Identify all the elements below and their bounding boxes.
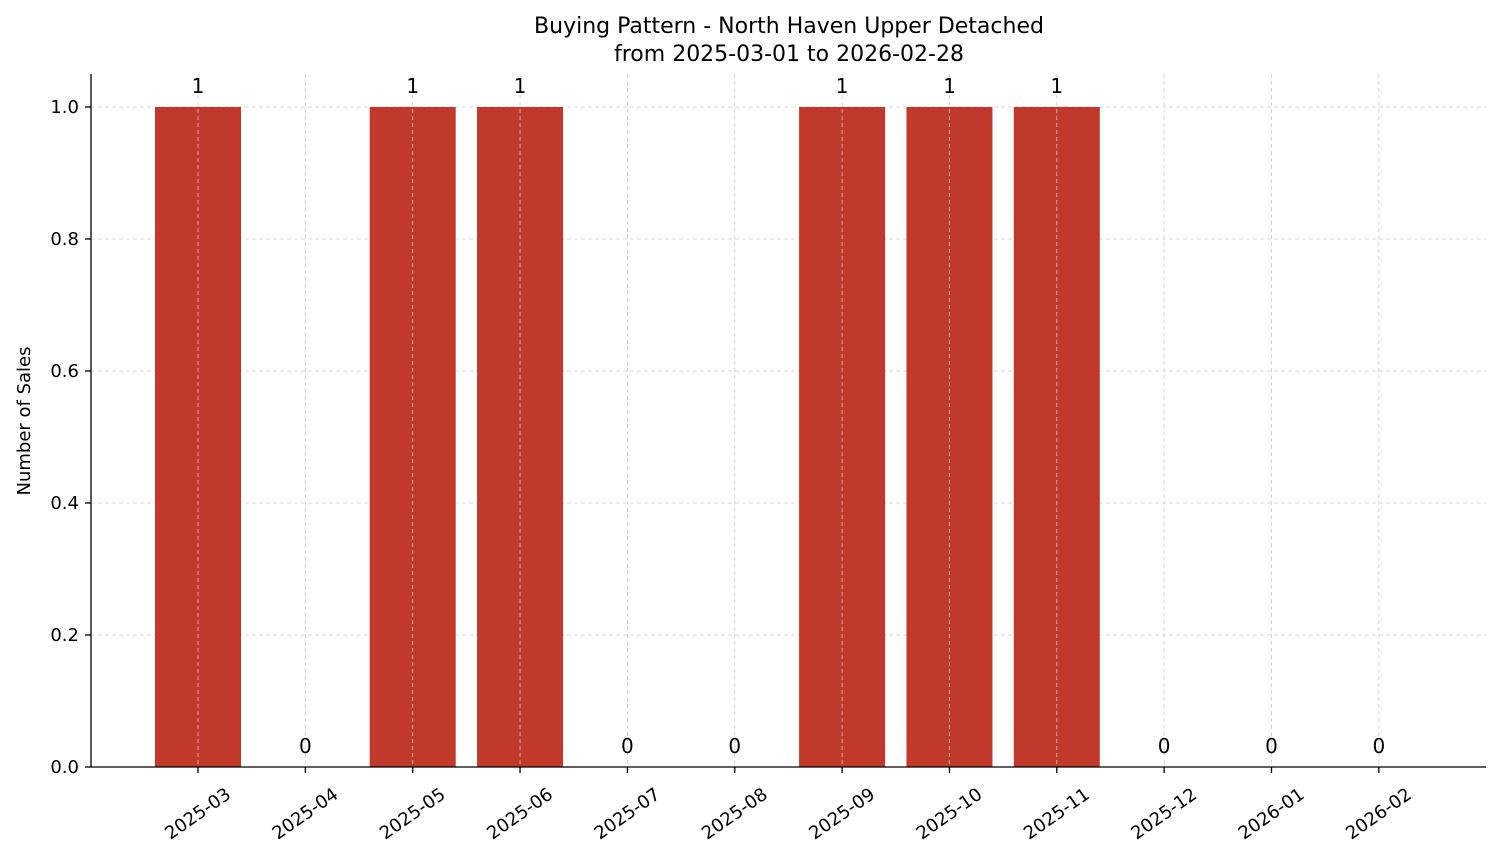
x-ticks: 2025-03 2025-04 2025-05 2025-06 2025-07 2025-… xyxy=(161,767,1416,844)
bar-2025-10 xyxy=(906,107,993,767)
y-axis-label: Number of Sales xyxy=(14,346,35,495)
bar-2025-05 xyxy=(369,107,456,767)
axes xyxy=(90,74,1486,768)
y-tick-label: 0.8 xyxy=(50,229,79,250)
data-label-2025-09: 1 xyxy=(836,74,849,98)
data-label-2025-06: 1 xyxy=(514,74,527,98)
data-label-2025-08: 0 xyxy=(728,734,741,758)
chart-title: Buying Pattern - North Haven Upper Detac… xyxy=(534,14,1044,39)
x-tick-label-2025-12: 2025-12 xyxy=(1127,784,1201,844)
y-tick-label: 0.6 xyxy=(50,361,79,382)
x-tick-label-2025-11: 2025-11 xyxy=(1020,784,1094,844)
x-tick-label-2026-02: 2026-02 xyxy=(1342,784,1416,844)
y-tick-label: 0.4 xyxy=(50,493,79,514)
y-ticks: 0.0 0.2 0.4 0.6 0.8 1.0 xyxy=(50,97,91,778)
grid xyxy=(91,106,1486,768)
chart-subtitle: from 2025-03-01 to 2026-02-28 xyxy=(614,42,964,67)
y-tick-label: 1.0 xyxy=(50,97,79,118)
x-tick-label-2025-04: 2025-04 xyxy=(269,784,343,844)
data-label-2025-12: 0 xyxy=(1158,734,1171,758)
x-tick-label-2025-10: 2025-10 xyxy=(913,784,987,844)
bar-2025-03 xyxy=(155,107,241,767)
y-tick-label: 0.0 xyxy=(50,757,79,778)
bar-2025-06 xyxy=(477,107,564,767)
data-label-2025-11: 1 xyxy=(1050,74,1063,98)
data-label-2025-04: 0 xyxy=(299,734,312,758)
data-label-2026-02: 0 xyxy=(1372,734,1385,758)
data-label-2026-01: 0 xyxy=(1265,734,1278,758)
data-label-2025-03: 1 xyxy=(192,74,205,98)
x-tick-label-2025-08: 2025-08 xyxy=(698,784,772,844)
x-tick-label-2025-07: 2025-07 xyxy=(591,784,665,844)
bar-2025-09 xyxy=(799,107,886,767)
data-label-2025-05: 1 xyxy=(406,74,419,98)
y-tick-label: 0.2 xyxy=(50,625,79,646)
x-tick-label-2026-01: 2026-01 xyxy=(1235,784,1309,844)
x-tick-label-2025-09: 2025-09 xyxy=(805,784,879,844)
bars xyxy=(155,107,1100,767)
bar-2025-11 xyxy=(1013,107,1100,767)
x-tick-label-2025-05: 2025-05 xyxy=(376,784,450,844)
x-tick-label-2025-03: 2025-03 xyxy=(161,784,235,844)
x-tick-label-2025-06: 2025-06 xyxy=(483,784,557,844)
data-label-2025-07: 0 xyxy=(621,734,634,758)
data-label-2025-10: 1 xyxy=(943,74,956,98)
data-labels: 1 0 1 1 0 0 1 1 1 0 0 0 xyxy=(192,74,1386,758)
